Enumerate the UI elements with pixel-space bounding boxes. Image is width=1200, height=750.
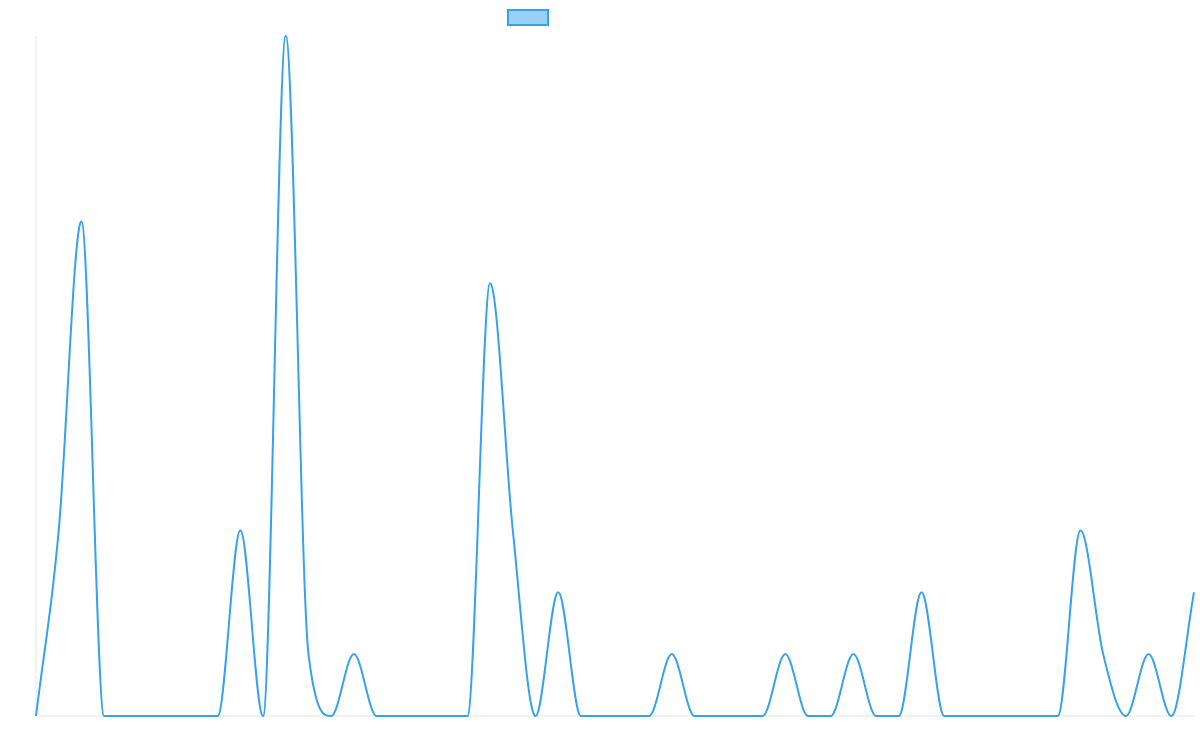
line-series	[35, 34, 1195, 718]
legend-swatch	[507, 9, 549, 26]
